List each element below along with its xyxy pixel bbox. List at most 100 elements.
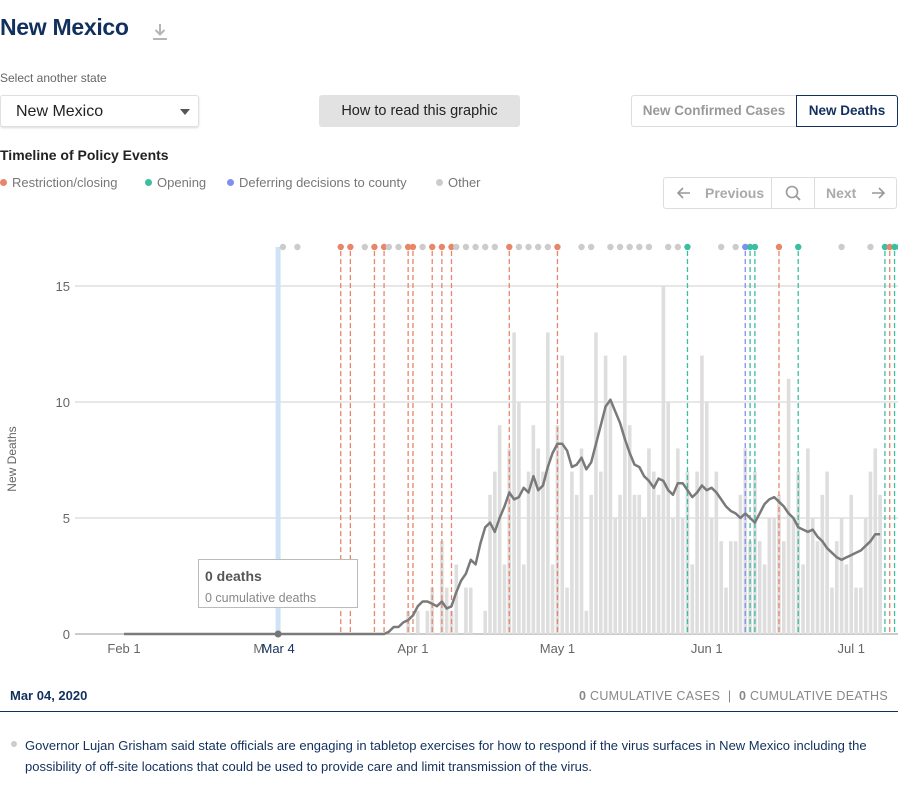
event-dot-other[interactable] bbox=[534, 243, 542, 251]
legend-item-county: Deferring decisions to county bbox=[227, 175, 407, 190]
other-dot-icon bbox=[11, 741, 17, 747]
event-dot-other[interactable] bbox=[515, 243, 523, 251]
event-dot-restriction[interactable] bbox=[409, 243, 417, 251]
how-to-read-button[interactable]: How to read this graphic bbox=[319, 95, 520, 127]
bar bbox=[493, 471, 497, 634]
bar bbox=[488, 494, 492, 634]
event-dot-opening[interactable] bbox=[746, 243, 754, 251]
bar bbox=[627, 425, 632, 634]
event-dot-other[interactable] bbox=[491, 243, 499, 251]
bar bbox=[844, 564, 849, 634]
x-tick-label: May 1 bbox=[540, 641, 575, 656]
event-dot-other[interactable] bbox=[587, 243, 595, 251]
event-dot-other[interactable] bbox=[838, 243, 845, 251]
cumulative-cases-value: 0 bbox=[578, 689, 587, 703]
chart-tooltip: 0 deaths 0 cumulative deaths bbox=[198, 559, 358, 608]
bar bbox=[531, 425, 536, 634]
bar bbox=[724, 587, 728, 634]
event-dot-other[interactable] bbox=[279, 243, 287, 251]
event-dot-other[interactable] bbox=[462, 243, 470, 251]
bar bbox=[757, 541, 762, 634]
event-dot-other[interactable] bbox=[665, 243, 672, 251]
event-dot-other[interactable] bbox=[867, 243, 874, 251]
state-select[interactable]: New Mexico bbox=[0, 95, 199, 127]
event-dot-other[interactable] bbox=[626, 243, 633, 251]
event-dot-other[interactable] bbox=[361, 243, 368, 251]
bar bbox=[666, 402, 671, 634]
deaths-chart[interactable]: 0 5 10 15 New Deaths Feb 1 M Apr 1 May 1 Jun 1 Jul… bbox=[0, 235, 898, 675]
search-button[interactable] bbox=[772, 178, 815, 208]
event-dot-other[interactable] bbox=[616, 243, 624, 251]
event-dot-opening[interactable] bbox=[684, 243, 691, 251]
tab-new-deaths[interactable]: New Deaths bbox=[796, 95, 898, 127]
bar bbox=[464, 587, 468, 634]
bar bbox=[873, 448, 878, 634]
event-dot-other[interactable] bbox=[674, 243, 682, 251]
event-dot-other[interactable] bbox=[453, 243, 460, 251]
selected-date-tick: Mar 4 bbox=[261, 641, 294, 656]
event-dot-other[interactable] bbox=[482, 243, 489, 251]
event-dot-restriction[interactable] bbox=[380, 243, 388, 251]
previous-button[interactable]: Previous bbox=[664, 178, 772, 208]
event-dot-other[interactable] bbox=[395, 243, 402, 251]
event-dot-other[interactable] bbox=[578, 243, 585, 251]
x-tick-label: M bbox=[253, 641, 264, 656]
bar bbox=[791, 518, 796, 634]
event-dot-restriction[interactable] bbox=[886, 243, 893, 251]
bar bbox=[444, 587, 449, 634]
bar bbox=[570, 471, 574, 634]
tab-new-confirmed-cases[interactable]: New Confirmed Cases bbox=[631, 95, 796, 127]
bar bbox=[801, 564, 805, 634]
policy-events[interactable] bbox=[279, 243, 898, 634]
event-dot-other[interactable] bbox=[385, 243, 393, 251]
event-dot-opening[interactable] bbox=[751, 243, 759, 251]
bar bbox=[468, 587, 473, 634]
event-dot-other[interactable] bbox=[419, 243, 426, 251]
bar bbox=[753, 471, 757, 634]
bar bbox=[656, 494, 661, 634]
bar bbox=[762, 564, 767, 634]
event-dot-opening[interactable] bbox=[795, 243, 802, 251]
event-dot-other[interactable] bbox=[645, 243, 653, 251]
event-dot-restriction[interactable] bbox=[429, 243, 436, 251]
bar bbox=[863, 518, 868, 634]
event-dot-other[interactable] bbox=[472, 243, 479, 251]
x-tick-label: Jul 1 bbox=[837, 641, 864, 656]
legend-item-opening: Opening bbox=[145, 175, 206, 190]
bar bbox=[623, 355, 627, 634]
event-dot-other[interactable] bbox=[607, 243, 614, 251]
bar bbox=[584, 610, 589, 634]
bar bbox=[738, 494, 743, 634]
bar bbox=[497, 425, 502, 634]
axes: 0 5 10 15 New Deaths Feb 1 M Apr 1 May 1 Jun 1 Jul… bbox=[5, 279, 865, 656]
state-select-value: New Mexico bbox=[16, 103, 104, 120]
event-dot-other[interactable] bbox=[525, 243, 532, 251]
event-dot-opening[interactable] bbox=[881, 243, 889, 251]
other-dot-icon bbox=[436, 179, 443, 186]
event-dot-other[interactable] bbox=[294, 243, 301, 251]
average-line-path bbox=[124, 398, 881, 636]
event-dot-restriction[interactable] bbox=[347, 243, 354, 251]
event-dot-restriction[interactable] bbox=[775, 243, 783, 251]
county-dot-icon bbox=[227, 179, 234, 186]
event-dot-other[interactable] bbox=[717, 243, 725, 251]
bar bbox=[608, 402, 613, 634]
event-dot-opening[interactable] bbox=[891, 243, 898, 251]
bar bbox=[690, 564, 695, 634]
event-dot-other[interactable] bbox=[636, 243, 643, 251]
event-dot-county[interactable] bbox=[742, 243, 749, 251]
event-dot-restriction[interactable] bbox=[438, 243, 446, 251]
event-dot-other[interactable] bbox=[732, 243, 739, 251]
event-dot-restriction[interactable] bbox=[371, 243, 378, 251]
event-dot-other[interactable] bbox=[544, 243, 552, 251]
bar bbox=[815, 541, 820, 634]
event-dot-restriction[interactable] bbox=[506, 243, 513, 251]
event-dot-restriction[interactable] bbox=[448, 243, 455, 251]
event-dot-restriction[interactable] bbox=[554, 243, 561, 251]
arrow-left-icon bbox=[676, 178, 692, 218]
event-dot-restriction[interactable] bbox=[404, 243, 412, 251]
event-dot-restriction[interactable] bbox=[337, 243, 344, 251]
next-button[interactable]: Next bbox=[815, 178, 897, 208]
bar bbox=[709, 518, 714, 634]
download-icon[interactable] bbox=[151, 22, 169, 42]
